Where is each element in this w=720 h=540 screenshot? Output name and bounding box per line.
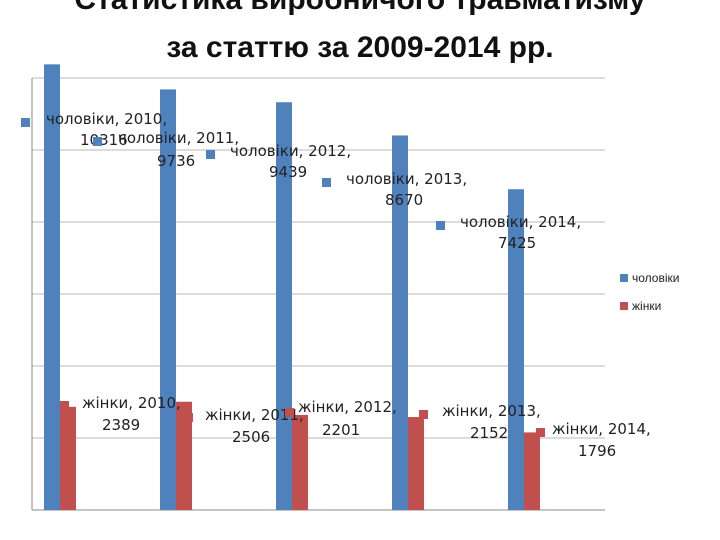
legend-entry-0: чоловіки <box>632 271 679 285</box>
label-men-2013-value: 8670 <box>385 191 423 209</box>
bar-men-2010 <box>44 64 60 510</box>
bar-women-2013 <box>408 417 424 510</box>
label-women-2010-value: 2389 <box>102 416 140 434</box>
label-women-2011-value: 2506 <box>232 428 270 446</box>
label-women-2010-marker <box>60 401 69 410</box>
label-men-2013-marker <box>322 178 331 187</box>
bar-men-2014 <box>508 189 524 511</box>
label-men-2011-value: 9736 <box>157 152 195 170</box>
chart-subtitle: за статтю за 2009-2014 рр. <box>166 31 554 64</box>
legend-swatch-1 <box>620 302 628 310</box>
label-women-2010-text: жінки, 2010, <box>82 394 181 412</box>
label-women-2012-marker <box>285 408 294 417</box>
label-men-2013-text: чоловіки, 2013, <box>346 170 467 188</box>
label-men-2011-marker <box>93 137 102 146</box>
bar-men-2013 <box>392 135 408 510</box>
label-women-2014-value: 1796 <box>578 442 616 460</box>
label-men-2011-text: чоловіки, 2011, <box>118 129 239 147</box>
bar-women-2012 <box>292 414 308 510</box>
label-men-2010-text: чоловіки, 2010, <box>46 110 167 128</box>
legend: чоловіки жінки <box>620 271 679 313</box>
legend-swatch-0 <box>620 274 628 282</box>
label-women-2014-marker <box>536 428 545 437</box>
label-women-2013-marker <box>419 410 428 419</box>
label-women-2012-value: 2201 <box>322 421 360 439</box>
label-men-2014-text: чоловіки, 2014, <box>460 213 581 231</box>
label-women-2013-text: жінки, 2013, <box>442 402 541 420</box>
label-men-2010-value: 10316 <box>80 131 128 149</box>
label-women-2013-value: 2152 <box>470 424 508 442</box>
label-women-2012-text: жінки, 2012, <box>298 398 397 416</box>
bar-women-2010 <box>60 406 76 510</box>
label-men-2010-marker <box>21 118 30 127</box>
label-men-2012-value: 9439 <box>269 163 307 181</box>
bars <box>44 64 540 511</box>
label-men-2014-marker <box>436 221 445 230</box>
bar-women-2011 <box>176 401 192 510</box>
bar-men-2011 <box>160 89 176 511</box>
label-women-2014-text: жінки, 2014, <box>552 420 651 438</box>
label-women-2011-text: жінки, 2011, <box>205 406 304 424</box>
label-women-2011-marker <box>184 413 193 422</box>
bar-women-2014 <box>524 432 540 510</box>
legend-entry-1: жінки <box>632 299 661 313</box>
chart-title: Статистика виробничого травматизму <box>0 0 720 20</box>
label-men-2012-text: чоловіки, 2012, <box>230 142 351 160</box>
label-men-2012-marker <box>206 150 215 159</box>
label-men-2014-value: 7425 <box>498 234 536 252</box>
